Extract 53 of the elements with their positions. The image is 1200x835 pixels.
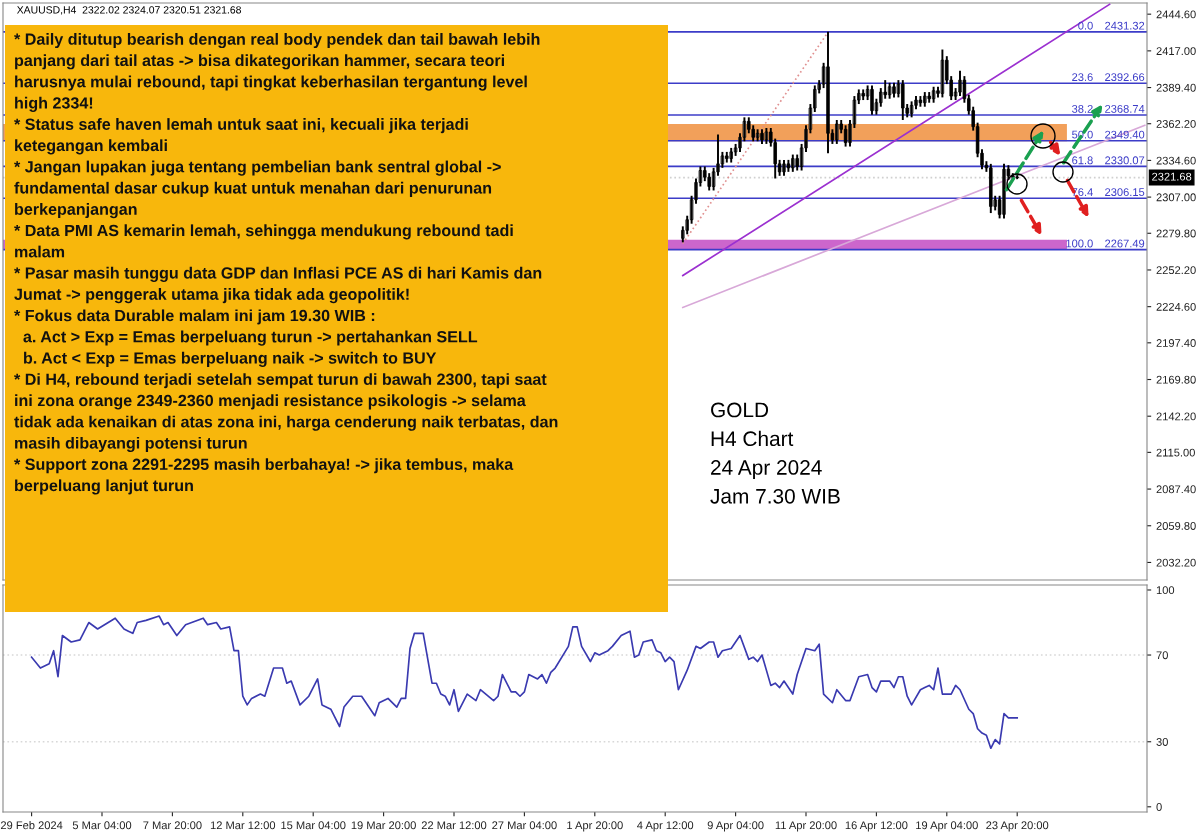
y-tick-label: 2417.00 bbox=[1156, 47, 1196, 55]
x-tick-label: 5 Mar 04:00 bbox=[72, 821, 132, 830]
y-tick-label: 2224.60 bbox=[1156, 302, 1196, 311]
annotation: 0.0 bbox=[1078, 21, 1093, 30]
y-tick-label: 2087.40 bbox=[1156, 485, 1196, 494]
y-tick-label: 30 bbox=[1156, 738, 1168, 746]
annotation: 76.4 bbox=[1072, 188, 1093, 197]
x-tick-label: 23 Apr 20:00 bbox=[986, 821, 1049, 832]
y-tick-label: 2169.80 bbox=[1156, 375, 1196, 384]
x-tick-label: 27 Mar 04:00 bbox=[492, 821, 557, 830]
x-tick-label: 7 Mar 20:00 bbox=[143, 821, 202, 830]
y-tick-label: 2142.20 bbox=[1156, 412, 1196, 421]
y-tick-label: 2279.80 bbox=[1156, 229, 1196, 238]
annotation: GOLD H4 Chart 24 Apr 2024 Jam 7.30 WIB bbox=[710, 402, 840, 504]
y-tick-label: 2334.60 bbox=[1156, 156, 1196, 165]
y-tick-label: 2307.00 bbox=[1156, 193, 1196, 202]
x-tick-label: 9 Apr 04:00 bbox=[707, 821, 764, 832]
y-tick-label: 2362.20 bbox=[1156, 119, 1196, 128]
x-tick-label: 19 Apr 04:00 bbox=[916, 821, 978, 832]
annotation: 61.8 bbox=[1072, 156, 1093, 165]
x-tick-label: 22 Mar 12:00 bbox=[421, 821, 487, 830]
x-tick-label: 12 Mar 12:00 bbox=[210, 821, 276, 830]
annotation: 50.0 bbox=[1072, 130, 1093, 139]
y-tick-label: 2444.60 bbox=[1156, 10, 1196, 19]
x-tick-label: 29 Feb 2024 bbox=[0, 821, 63, 830]
x-tick-label: 15 Mar 04:00 bbox=[281, 821, 346, 830]
x-tick-label: 1 Apr 20:00 bbox=[567, 821, 623, 832]
y-tick-label: 2197.40 bbox=[1156, 339, 1196, 347]
x-tick-label: 11 Apr 20:00 bbox=[775, 821, 837, 832]
line-series bbox=[30, 615, 1019, 750]
chart-title: XAUUSD,H4 2322.02 2324.07 2320.51 2321.68 bbox=[16, 6, 241, 15]
x-tick-label: 4 Apr 12:00 bbox=[637, 821, 694, 832]
y-tick-label: 2252.20 bbox=[1156, 266, 1196, 275]
text: * Daily ditutup bearish dengan real body pendek dan tail bawah lebih panjang dari tail atas -> bisa dikategorikan hammer, secara teori harusnya mulai rebound, tapi tingkat keberhasilan tergantung level high 2334! * Status safe haven lemah untuk saat ini, kecuali jika terjadi ketegangan kembali * Jangan lupakan juga tentang pembelian bank sentral global -> fundamental dasar cukup kuat untuk menahan dari penurunan berkepanjangan * Data PMI AS kemarin lemah, sehingga mendukung rebound tadi malam * Pasar masih tunggu data GDP dan Inflasi PCE AS di hari Kamis dan Jumat -> penggerak utama jika tidak ada geopolitik! * Fokus data Durable malam ini jam 19.30 WIB : a. Act > Exp = Emas berpeluang turun -> pertahankan SELL b. Act < Exp = Emas berpeluang naik -> switch to BUY * Di H4, rebound terjadi setelah sempat turun di bawah 2300, tapi saat ini zona orange 2349-2360 menjadi resistance psikologis -> selama tidak ada kenaikan di atas zona ini, harga cenderung naik terbatas, dan masih dibayangi potensi turun * Support zona 2291-2295 masih berbahaya! -> jika tembus, maka berpeluang lanjut turun bbox=[14, 33, 558, 495]
x-tick-label: 19 Mar 20:00 bbox=[351, 821, 416, 830]
ref-line-label: 2349.40 bbox=[1105, 130, 1145, 139]
x-tick-label: 16 Apr 12:00 bbox=[845, 821, 908, 832]
y-tick-label: 70 bbox=[1156, 651, 1168, 660]
ref-line-label: 2431.32 bbox=[1105, 21, 1145, 30]
annotation: 23.6 bbox=[1072, 73, 1093, 82]
ref-line-label: 2306.15 bbox=[1105, 188, 1145, 197]
annotation: 38.2 bbox=[1072, 104, 1093, 113]
ref-line-label: 2321.68 bbox=[1152, 172, 1192, 181]
ref-line-label: 2368.74 bbox=[1105, 104, 1145, 113]
y-tick-label: 2389.40 bbox=[1156, 83, 1196, 92]
y-tick-label: 0 bbox=[1156, 803, 1162, 811]
y-tick-label: 2059.80 bbox=[1156, 522, 1196, 530]
ref-line-label: 2267.49 bbox=[1105, 239, 1145, 248]
y-tick-label: 2032.20 bbox=[1156, 558, 1196, 567]
ref-line-label: 2392.66 bbox=[1105, 73, 1145, 82]
y-tick-label: 100 bbox=[1156, 586, 1175, 595]
ref-line-label: 2330.07 bbox=[1105, 156, 1145, 165]
y-tick-label: 2115.00 bbox=[1156, 448, 1195, 457]
